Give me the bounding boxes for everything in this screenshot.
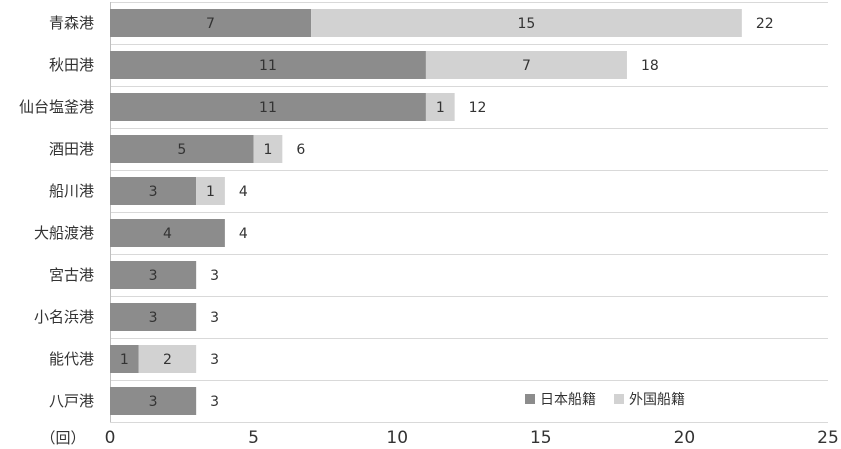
bar-segment-japanese	[110, 261, 197, 289]
bar-segment-japanese	[110, 51, 426, 79]
category-label: 酒田港	[49, 140, 94, 158]
bar-segment-japanese	[110, 135, 254, 163]
x-axis-ticks: 0 5 10 15 20 25	[105, 428, 839, 448]
x-tick-label: 10	[386, 428, 408, 448]
bar-segment-japanese	[110, 303, 197, 331]
category-label: 大船渡港	[34, 224, 94, 242]
category-label: 能代港	[49, 350, 94, 368]
bar-segment-japanese	[110, 9, 312, 37]
segment-value-label: 3	[149, 268, 158, 284]
total-value-label: 4	[239, 226, 248, 242]
category-label: 青森港	[49, 14, 94, 32]
unit-label: （回）	[40, 429, 85, 447]
x-tick-label: 5	[248, 428, 259, 448]
segment-value-label: 1	[120, 352, 129, 368]
total-value-label: 6	[296, 142, 305, 158]
category-label: 秋田港	[49, 56, 94, 74]
x-tick-label: 0	[105, 428, 116, 448]
total-value-label: 3	[210, 394, 219, 410]
segment-value-label: 4	[163, 226, 172, 242]
x-tick-label: 25	[817, 428, 839, 448]
bar-segment-foreign	[196, 177, 225, 205]
bar-segment-foreign	[138, 345, 197, 373]
total-value-label: 3	[210, 352, 219, 368]
category-label: 宮古港	[49, 266, 94, 284]
bar-segment-japanese	[110, 219, 225, 247]
bar-segment-foreign	[425, 51, 627, 79]
segment-value-label: 3	[149, 394, 158, 410]
x-tick-label: 15	[530, 428, 552, 448]
bar-segment-japanese	[110, 93, 426, 121]
legend-swatch-foreign	[614, 394, 624, 404]
bar-segment-foreign	[425, 93, 455, 121]
bar-segment-japanese	[110, 387, 197, 415]
segment-value-label: 1	[436, 100, 445, 116]
legend-label-foreign: 外国船籍	[629, 391, 685, 408]
legend-swatch-japanese	[525, 394, 535, 404]
total-value-label: 22	[756, 16, 774, 32]
bar-segment-japanese	[110, 345, 139, 373]
total-value-label: 4	[239, 184, 248, 200]
segment-value-label: 7	[206, 16, 215, 32]
segment-value-label: 11	[259, 58, 277, 74]
total-value-label: 12	[469, 100, 487, 116]
bar-segment-foreign	[311, 9, 742, 37]
segment-value-label: 2	[163, 352, 172, 368]
bar-segment-japanese	[110, 177, 197, 205]
legend: 日本船籍 外国船籍	[525, 391, 685, 408]
segment-value-label: 3	[149, 310, 158, 326]
segment-value-label: 5	[177, 142, 186, 158]
legend-label-japanese: 日本船籍	[540, 391, 596, 408]
segment-value-label: 1	[263, 142, 272, 158]
total-value-label: 18	[641, 58, 659, 74]
segment-value-label: 15	[518, 16, 536, 32]
segment-value-label: 11	[259, 100, 277, 116]
category-label: 船川港	[49, 182, 94, 200]
total-value-label: 3	[210, 268, 219, 284]
total-value-label: 3	[210, 310, 219, 326]
segment-value-label: 3	[149, 184, 158, 200]
segment-value-label: 1	[206, 184, 215, 200]
bar-segment-foreign	[253, 135, 283, 163]
category-label: 八戸港	[49, 392, 94, 410]
category-label: 仙台塩釜港	[19, 98, 94, 116]
x-tick-label: 20	[674, 428, 696, 448]
category-label: 小名浜港	[34, 308, 94, 326]
segment-value-label: 7	[522, 58, 531, 74]
